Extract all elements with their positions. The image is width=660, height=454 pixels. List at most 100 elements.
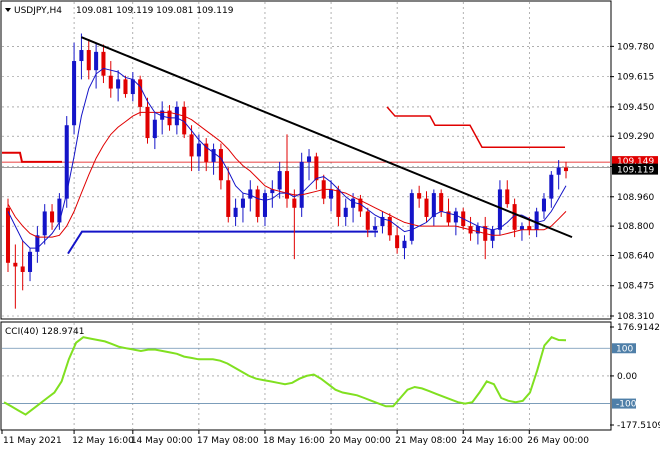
cci-tick-label: 100 bbox=[616, 344, 633, 354]
candle-body bbox=[233, 207, 238, 217]
price-tick-label: 108.640 bbox=[617, 251, 654, 261]
candle-body bbox=[50, 211, 55, 223]
candle-body bbox=[329, 189, 334, 199]
candle-body bbox=[196, 143, 201, 157]
candle-body bbox=[527, 226, 532, 230]
candle-body bbox=[336, 189, 341, 217]
support-level-line bbox=[67, 230, 378, 255]
time-tick-label: 14 May 00:00 bbox=[131, 436, 193, 446]
candle-body bbox=[343, 207, 348, 217]
candle-body bbox=[409, 193, 414, 241]
cci-tick-label: 176.9142 bbox=[617, 323, 660, 333]
candle-body bbox=[226, 180, 231, 217]
triangle-down-icon[interactable] bbox=[5, 8, 11, 12]
cci-level-label-bg bbox=[612, 398, 636, 409]
candle-body bbox=[373, 226, 378, 230]
candle-body bbox=[512, 204, 517, 230]
price-tick-label: 109.290 bbox=[617, 132, 654, 142]
candle-body bbox=[351, 198, 356, 208]
price-tick-label: 109.780 bbox=[617, 42, 654, 52]
candle-body bbox=[86, 50, 91, 71]
cci-indicator: 176.9142 100 0.00 -100 -177.5109 bbox=[2, 323, 660, 431]
candle-body bbox=[453, 211, 458, 223]
candle-body bbox=[152, 119, 157, 139]
candle-body bbox=[5, 207, 11, 263]
candle-body bbox=[431, 193, 436, 217]
ask-price-label-bg bbox=[612, 156, 658, 167]
candle-body bbox=[387, 216, 392, 236]
price-tick-label: 108.475 bbox=[617, 282, 654, 292]
candle-body bbox=[541, 198, 546, 212]
candle-body bbox=[145, 106, 150, 139]
price-tick-label: 109.615 bbox=[617, 73, 654, 83]
candle-body bbox=[307, 156, 312, 162]
time-tick-label: 11 May 2021 bbox=[3, 436, 62, 446]
time-tick-label: 17 May 08:00 bbox=[197, 436, 259, 446]
candle-body bbox=[556, 167, 561, 175]
cci-tick-label: -177.5109 bbox=[617, 421, 660, 431]
price-tick-label: 109.450 bbox=[617, 103, 654, 113]
level-lines bbox=[2, 106, 610, 255]
symbol-label: USDJPY,H4 bbox=[14, 6, 62, 16]
ma-fast-line bbox=[7, 67, 567, 249]
candle-body bbox=[475, 226, 480, 234]
resistance-level-right bbox=[386, 106, 565, 148]
candle-body bbox=[189, 134, 194, 157]
candle-body bbox=[204, 143, 209, 162]
candle-body bbox=[402, 240, 407, 249]
candle-body bbox=[314, 156, 319, 181]
candle-body bbox=[101, 51, 106, 76]
candle-body bbox=[424, 198, 429, 217]
price-pane[interactable] bbox=[0, 0, 612, 320]
candle-body bbox=[497, 189, 502, 230]
cci-level-label-bg bbox=[612, 343, 636, 354]
ohlc-values: 109.081 109.119 109.081 109.119 bbox=[76, 6, 234, 16]
price-axis: 109.780109.615109.450109.290109.125108.9… bbox=[610, 42, 658, 322]
candle-body bbox=[160, 110, 165, 120]
candle-body bbox=[123, 79, 128, 95]
candle-body bbox=[13, 262, 18, 267]
candle-body bbox=[218, 149, 223, 181]
time-tick-label: 12 May 16:00 bbox=[72, 436, 134, 446]
candle-body bbox=[28, 251, 33, 272]
candle-body bbox=[130, 79, 135, 95]
candle-body bbox=[182, 106, 187, 135]
candle-body bbox=[42, 211, 47, 236]
candle-body bbox=[284, 171, 290, 199]
candle-body bbox=[240, 198, 245, 208]
candle-body bbox=[292, 198, 297, 208]
time-tick-label: 26 May 00:00 bbox=[527, 436, 589, 446]
downtrend-line[interactable] bbox=[81, 36, 573, 239]
price-tick-label: 108.310 bbox=[617, 312, 654, 322]
candle-body bbox=[365, 211, 370, 230]
candle-body bbox=[262, 193, 267, 217]
candle-body bbox=[270, 189, 275, 194]
ask-price-label: 109.149 bbox=[617, 157, 654, 167]
candle-body bbox=[395, 235, 400, 249]
candle-body bbox=[211, 149, 216, 162]
moving-averages bbox=[7, 67, 567, 249]
candle-body bbox=[380, 216, 385, 227]
price-tick-label: 108.800 bbox=[617, 222, 654, 232]
time-tick-label: 18 May 16:00 bbox=[263, 436, 325, 446]
candle-body bbox=[79, 50, 84, 62]
time-tick-label: 24 May 16:00 bbox=[461, 436, 523, 446]
time-tick-label: 20 May 00:00 bbox=[329, 436, 391, 446]
candle-body bbox=[563, 167, 569, 172]
cci-tick-label: 0.00 bbox=[617, 372, 637, 382]
candle-body bbox=[277, 171, 282, 190]
candle-body bbox=[505, 189, 510, 205]
candle-body bbox=[72, 61, 77, 126]
candle-body bbox=[358, 198, 363, 212]
trendline[interactable] bbox=[81, 36, 573, 239]
candle-body bbox=[20, 266, 25, 272]
candle-body bbox=[57, 198, 62, 223]
candle-body bbox=[138, 79, 143, 107]
candle-body bbox=[439, 193, 444, 212]
candle-body bbox=[417, 193, 422, 199]
candle-body bbox=[549, 174, 554, 199]
candle-body bbox=[299, 161, 304, 208]
candle-body bbox=[116, 79, 121, 89]
